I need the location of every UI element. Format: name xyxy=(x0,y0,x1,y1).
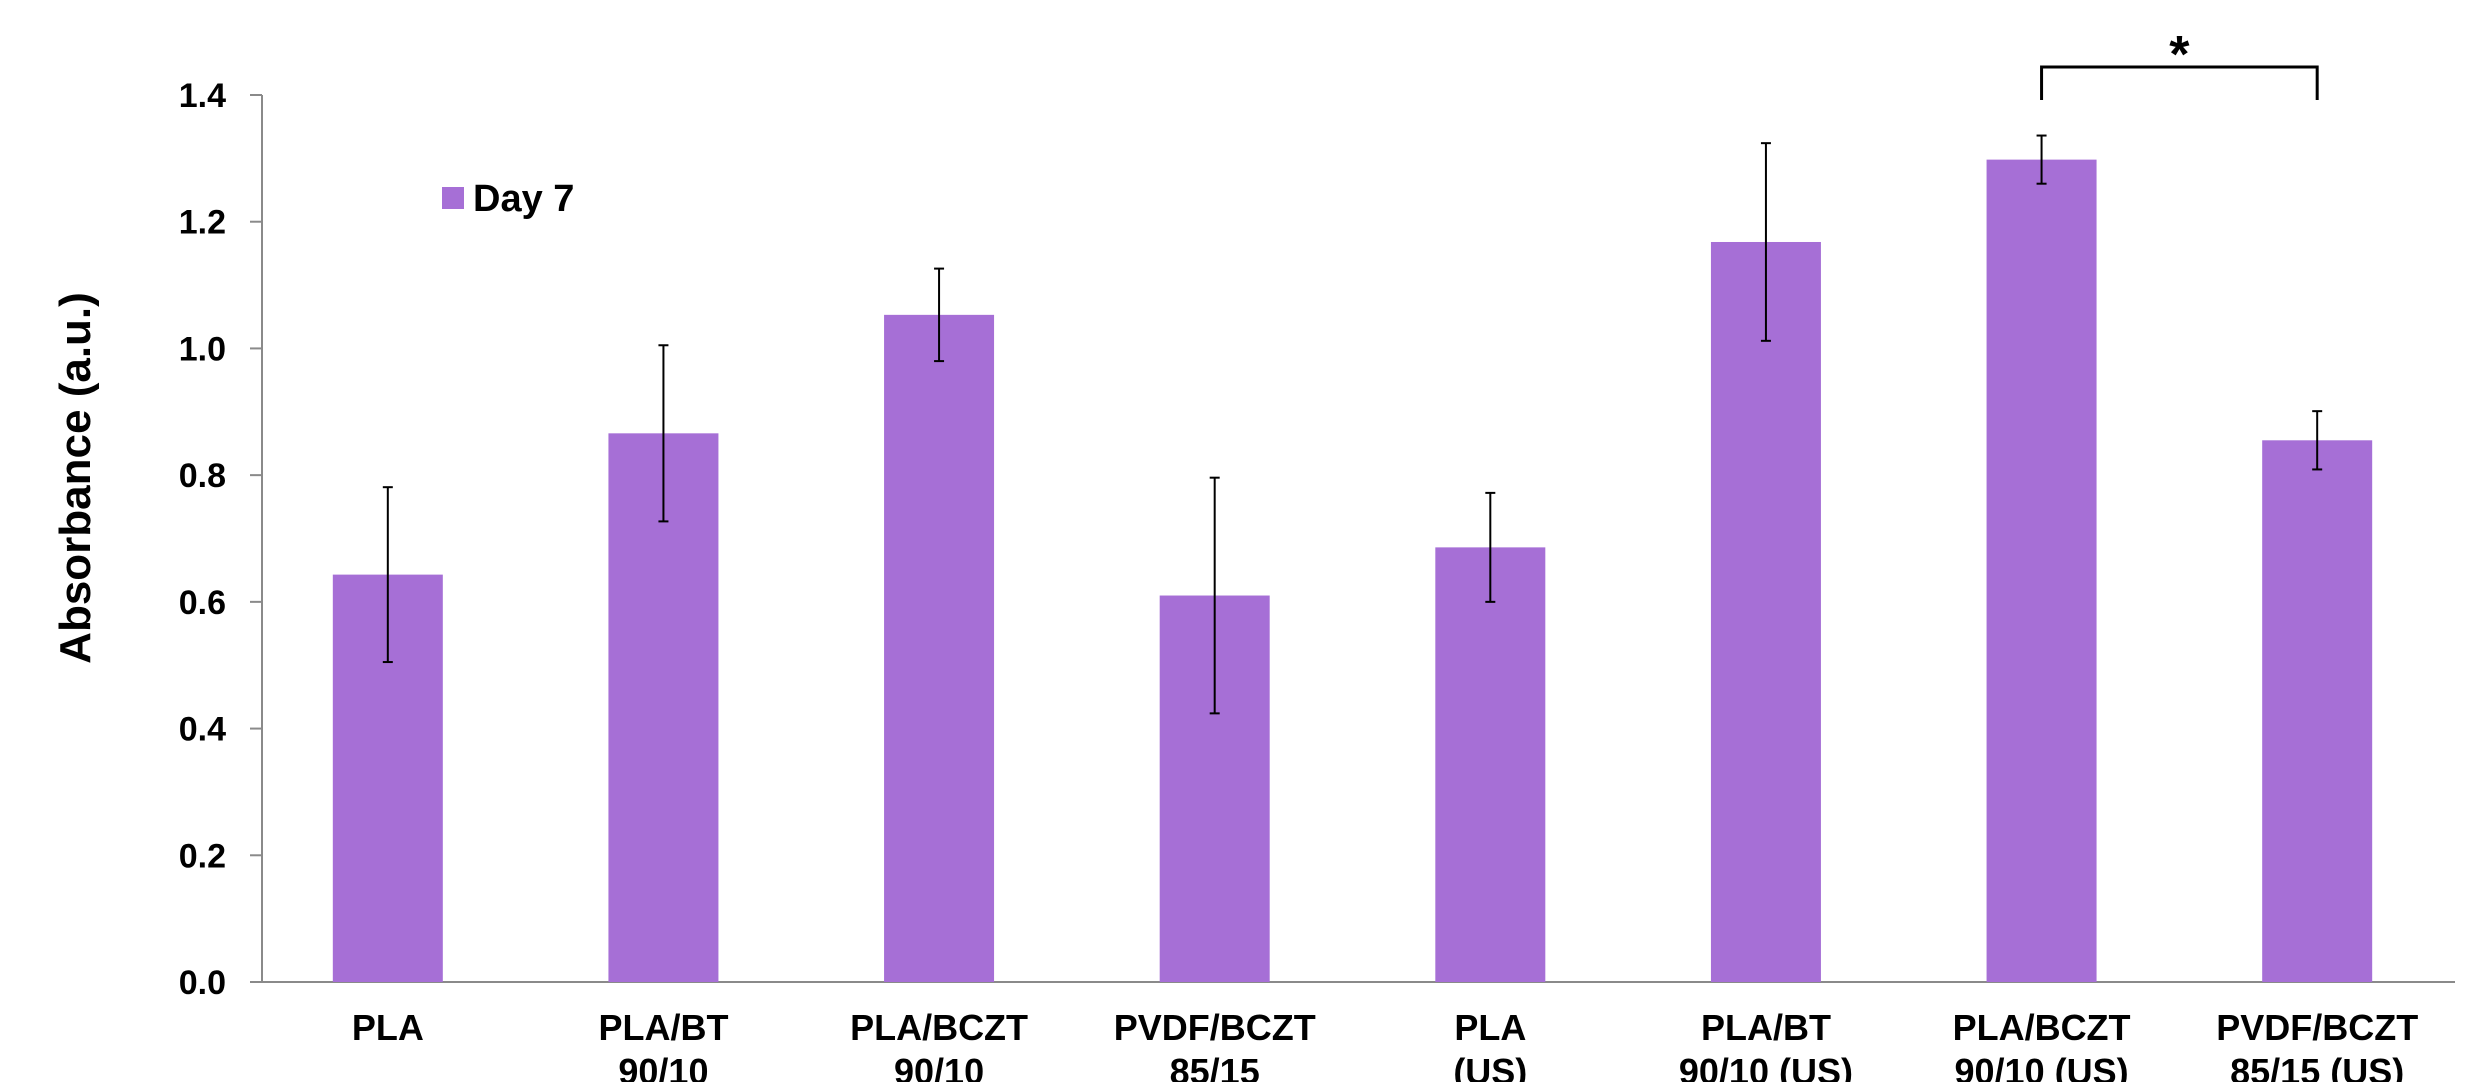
y-tick-label: 0.0 xyxy=(179,964,226,1002)
bar xyxy=(1710,241,1821,982)
y-tick-label: 1.0 xyxy=(179,330,226,368)
x-tick-label: PVDF/BCZT xyxy=(2216,1007,2418,1048)
x-tick-label: 90/10 (US) xyxy=(1679,1051,1853,1082)
legend-swatch xyxy=(442,187,464,209)
x-tick-label: PLA/BCZT xyxy=(1953,1007,2131,1048)
x-tick-label: 90/10 xyxy=(618,1051,708,1082)
x-tick-label: PLA/BT xyxy=(1701,1007,1831,1048)
significance-line xyxy=(2040,65,2319,100)
x-tick-label: 85/15 xyxy=(1170,1051,1260,1082)
significance-label: * xyxy=(2169,26,2190,84)
x-tick-label: PLA xyxy=(1454,1007,1526,1048)
y-tick-label: 1.2 xyxy=(179,204,226,242)
y-axis-title: Absorbance (a.u.) xyxy=(51,292,100,664)
bar xyxy=(608,433,719,982)
x-tick-labels: PLA PLA/BT90/10PLA/BCZT90/10PVDF/BCZT85/1… xyxy=(352,1007,2418,1082)
bar xyxy=(2262,440,2373,983)
bars xyxy=(332,159,2373,983)
legend-label: Day 7 xyxy=(473,178,574,220)
bar xyxy=(1986,159,2097,983)
significance-bracket: * xyxy=(2040,26,2319,100)
bar xyxy=(884,314,995,983)
y-axis-title-group: Absorbance (a.u.) xyxy=(51,292,100,664)
x-tick-label: PLA/BT xyxy=(598,1007,728,1048)
x-tick-label: 90/10 (US) xyxy=(1955,1051,2129,1082)
y-tick-label: 0.8 xyxy=(179,457,226,495)
x-tick-label: 85/15 (US) xyxy=(2230,1051,2404,1082)
y-tick-label: 1.4 xyxy=(179,77,226,115)
legend: Day 7 xyxy=(442,178,574,220)
error-bars xyxy=(382,134,2323,715)
x-tick-label: PLA xyxy=(352,1007,424,1048)
bar xyxy=(1435,547,1546,982)
x-tick-label: 90/10 xyxy=(894,1051,984,1082)
y-tick-label: 0.6 xyxy=(179,584,226,622)
y-tick-label: 0.2 xyxy=(179,837,226,875)
y-tick-label: 0.4 xyxy=(179,711,226,749)
x-tick-label: (US) xyxy=(1453,1051,1527,1082)
x-tick-label: PVDF/BCZT xyxy=(1114,1007,1316,1048)
x-tick-label: PLA/BCZT xyxy=(850,1007,1028,1048)
